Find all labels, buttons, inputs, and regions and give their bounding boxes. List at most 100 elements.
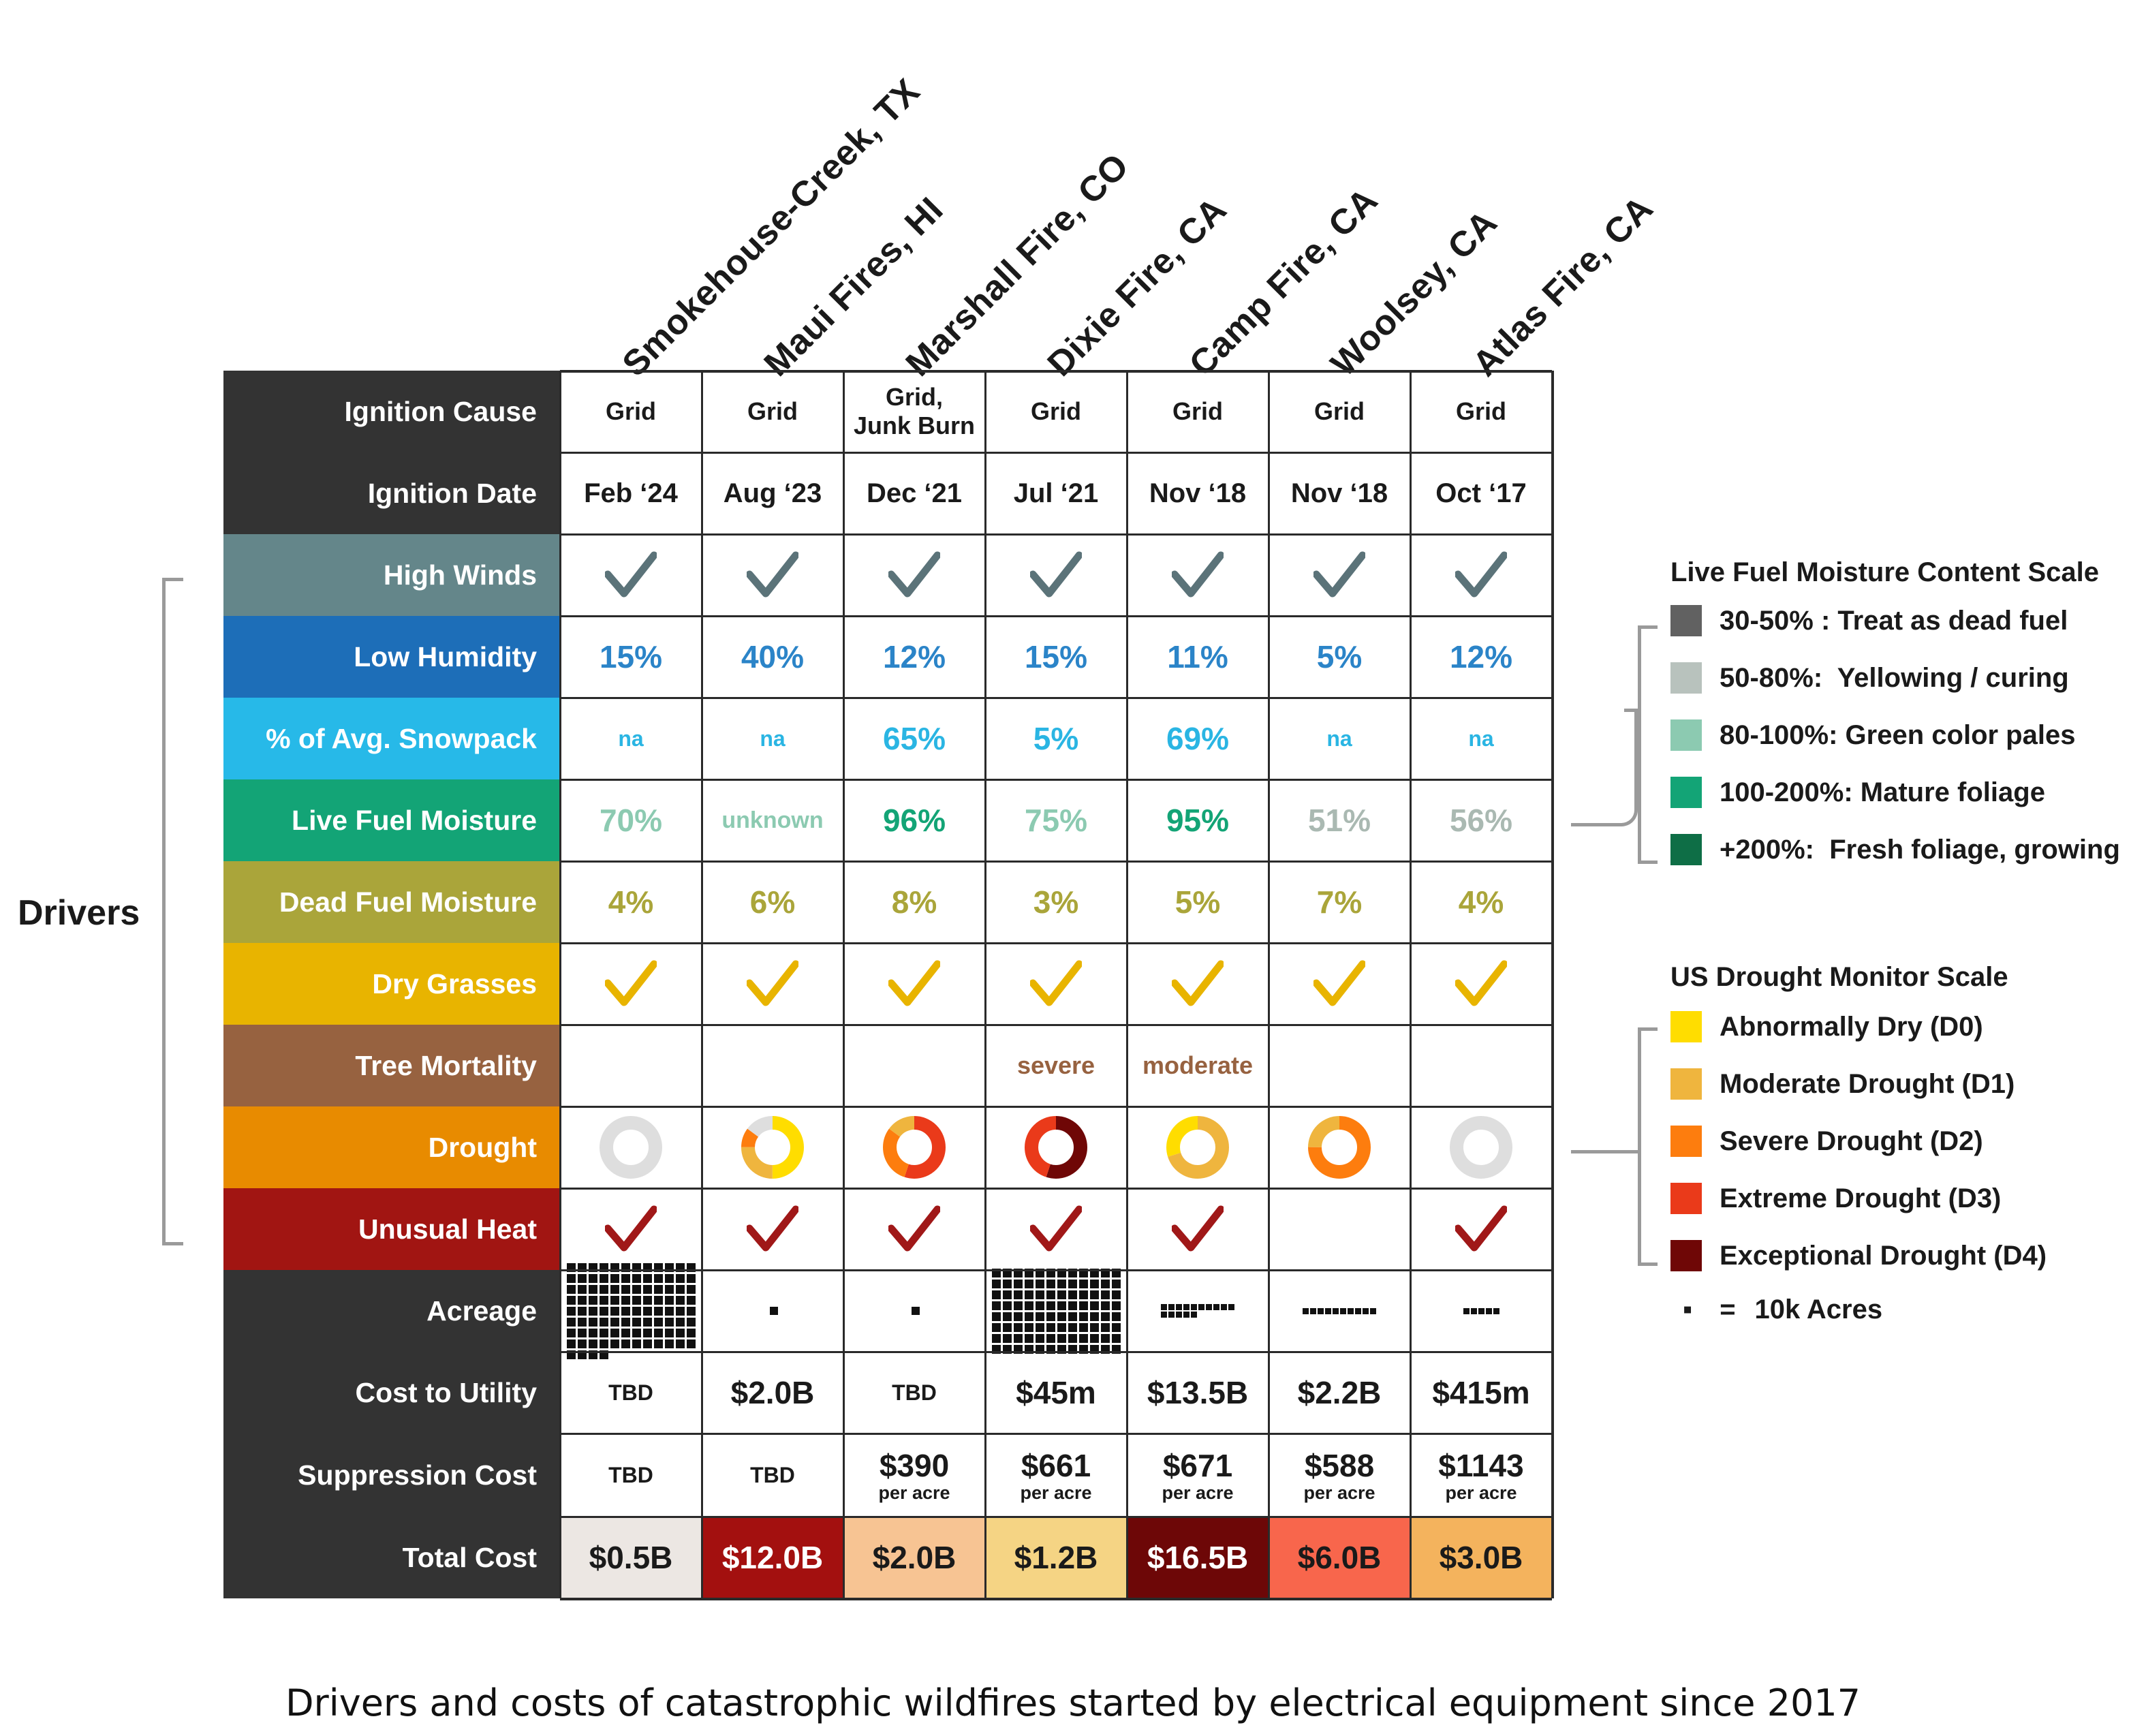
legend-item: 50-80%: Yellowing / curing [1670, 662, 2069, 694]
acre-square [577, 1328, 587, 1337]
acre-key-eq: = [1720, 1295, 1736, 1324]
ignition-cause-text: Grid, [885, 383, 943, 411]
legend-label: 80-100%: Green color pales [1720, 719, 2076, 750]
moisture-legend-title: Live Fuel Moisture Content Scale [1670, 557, 2100, 587]
acre-square [653, 1328, 663, 1337]
wind-check-icon [1172, 551, 1224, 598]
cell-total: $1.2B [985, 1517, 1127, 1598]
acreage-squares [1161, 1304, 1234, 1318]
cell-tree-mortality [560, 1025, 702, 1106]
suppression-value: TBD [750, 1462, 795, 1487]
cell-dead-fuel: 6% [702, 861, 843, 943]
snowpack-value: na [760, 726, 786, 751]
cost-utility-value: $45m [1016, 1375, 1096, 1410]
legend-swatch [1670, 719, 1702, 751]
acre-square [675, 1317, 685, 1327]
row-label-acreage: Acreage [223, 1270, 560, 1352]
cell-live-fuel: 70% [560, 779, 702, 861]
grid-line-vertical [1126, 371, 1128, 1598]
live-fuel-value: 56% [1449, 803, 1513, 838]
cell-dead-fuel: 3% [985, 861, 1127, 943]
acre-square [632, 1273, 641, 1283]
cell-unusual-heat [1410, 1188, 1552, 1270]
acre-square [1057, 1301, 1066, 1310]
cell-dry-grasses [843, 943, 985, 1025]
total-cost-value: $0.5B [589, 1540, 673, 1575]
ignition-date-text: Feb ‘24 [584, 478, 678, 508]
acre-square [1035, 1312, 1044, 1321]
drought-legend-title: US Drought Monitor Scale [1670, 962, 2008, 992]
acre-square [621, 1295, 630, 1305]
cell-unusual-heat [560, 1188, 702, 1270]
acre-key: ▪ = 10k Acres [1683, 1295, 1882, 1325]
legend-swatch [1670, 777, 1702, 808]
acre-square [1183, 1312, 1189, 1318]
ignition-cause-text: Grid [1313, 397, 1365, 425]
dead-fuel-value: 3% [1033, 884, 1079, 920]
legend-label: Extreme Drought (D3) [1720, 1183, 2002, 1213]
snowpack-value: 5% [1033, 721, 1079, 756]
cell-tree-mortality [843, 1025, 985, 1106]
legend-swatch [1670, 1183, 1702, 1214]
cell-suppression: $588 per acre [1269, 1433, 1410, 1517]
acre-square [1100, 1322, 1110, 1332]
suppression-value: $661 [1021, 1447, 1091, 1483]
row-label-unusual-heat: Unusual Heat [223, 1188, 560, 1270]
acre-square [642, 1273, 652, 1283]
cell-low-humidity: 11% [1127, 616, 1269, 698]
cell-cost-utility: TBD [843, 1352, 985, 1433]
suppression-value: $390 [879, 1447, 950, 1483]
acre-square [621, 1273, 630, 1283]
acre-square [1078, 1322, 1088, 1332]
acre-square [686, 1317, 696, 1327]
live-fuel-value: 75% [1024, 803, 1088, 838]
cell-high-winds [1410, 534, 1552, 616]
acre-square [632, 1328, 641, 1337]
acre-square [991, 1333, 1001, 1343]
wind-check-icon [888, 551, 940, 598]
cell-ignition-cause: Grid [985, 371, 1127, 452]
snowpack-value: 69% [1166, 721, 1230, 756]
drought-segment-none [1450, 1116, 1512, 1179]
drought-donut [741, 1116, 804, 1179]
legend-swatch [1670, 605, 1702, 636]
acre-square [610, 1328, 619, 1337]
cell-ignition-cause: Grid [560, 371, 702, 452]
snowpack-value: na [1326, 726, 1352, 751]
cell-cost-utility: $2.0B [702, 1352, 843, 1433]
acre-square [1068, 1312, 1077, 1321]
cell-dead-fuel: 5% [1127, 861, 1269, 943]
acre-square [1046, 1333, 1055, 1343]
acre-square [599, 1328, 608, 1337]
acre-square [588, 1328, 597, 1337]
grass-check-icon [747, 960, 798, 1006]
ignition-date-text: Oct ‘17 [1435, 478, 1527, 508]
grid-line-horizontal [560, 1269, 1552, 1271]
heat-check-icon [1030, 1205, 1082, 1252]
humidity-value: 15% [1024, 639, 1088, 675]
cell-suppression: $661 per acre [985, 1433, 1127, 1517]
suppression-unit: per acre [1020, 1482, 1092, 1503]
acre-square [566, 1306, 576, 1316]
acre-square [1111, 1312, 1121, 1321]
acre-square [991, 1301, 1001, 1310]
acreage-squares [991, 1268, 1121, 1354]
cell-tree-mortality [1269, 1025, 1410, 1106]
acre-square [675, 1273, 685, 1283]
live-fuel-value: 70% [599, 803, 663, 838]
acre-square [577, 1306, 587, 1316]
acre-square [653, 1306, 663, 1316]
acre-square [664, 1273, 674, 1283]
acre-square [642, 1328, 652, 1337]
suppression-value: TBD [608, 1462, 653, 1487]
acre-square [1046, 1322, 1055, 1332]
acre-square [632, 1317, 641, 1327]
cell-acreage [560, 1262, 702, 1359]
acre-square [1078, 1312, 1088, 1321]
legend-swatch [1670, 662, 1702, 694]
column-headers: Smokehouse-Creek, TX Maui Fires, HI Marsha… [0, 0, 2146, 384]
acre-square [1089, 1301, 1099, 1310]
grid-line-vertical [1551, 371, 1554, 1598]
cell-drought [560, 1106, 702, 1188]
